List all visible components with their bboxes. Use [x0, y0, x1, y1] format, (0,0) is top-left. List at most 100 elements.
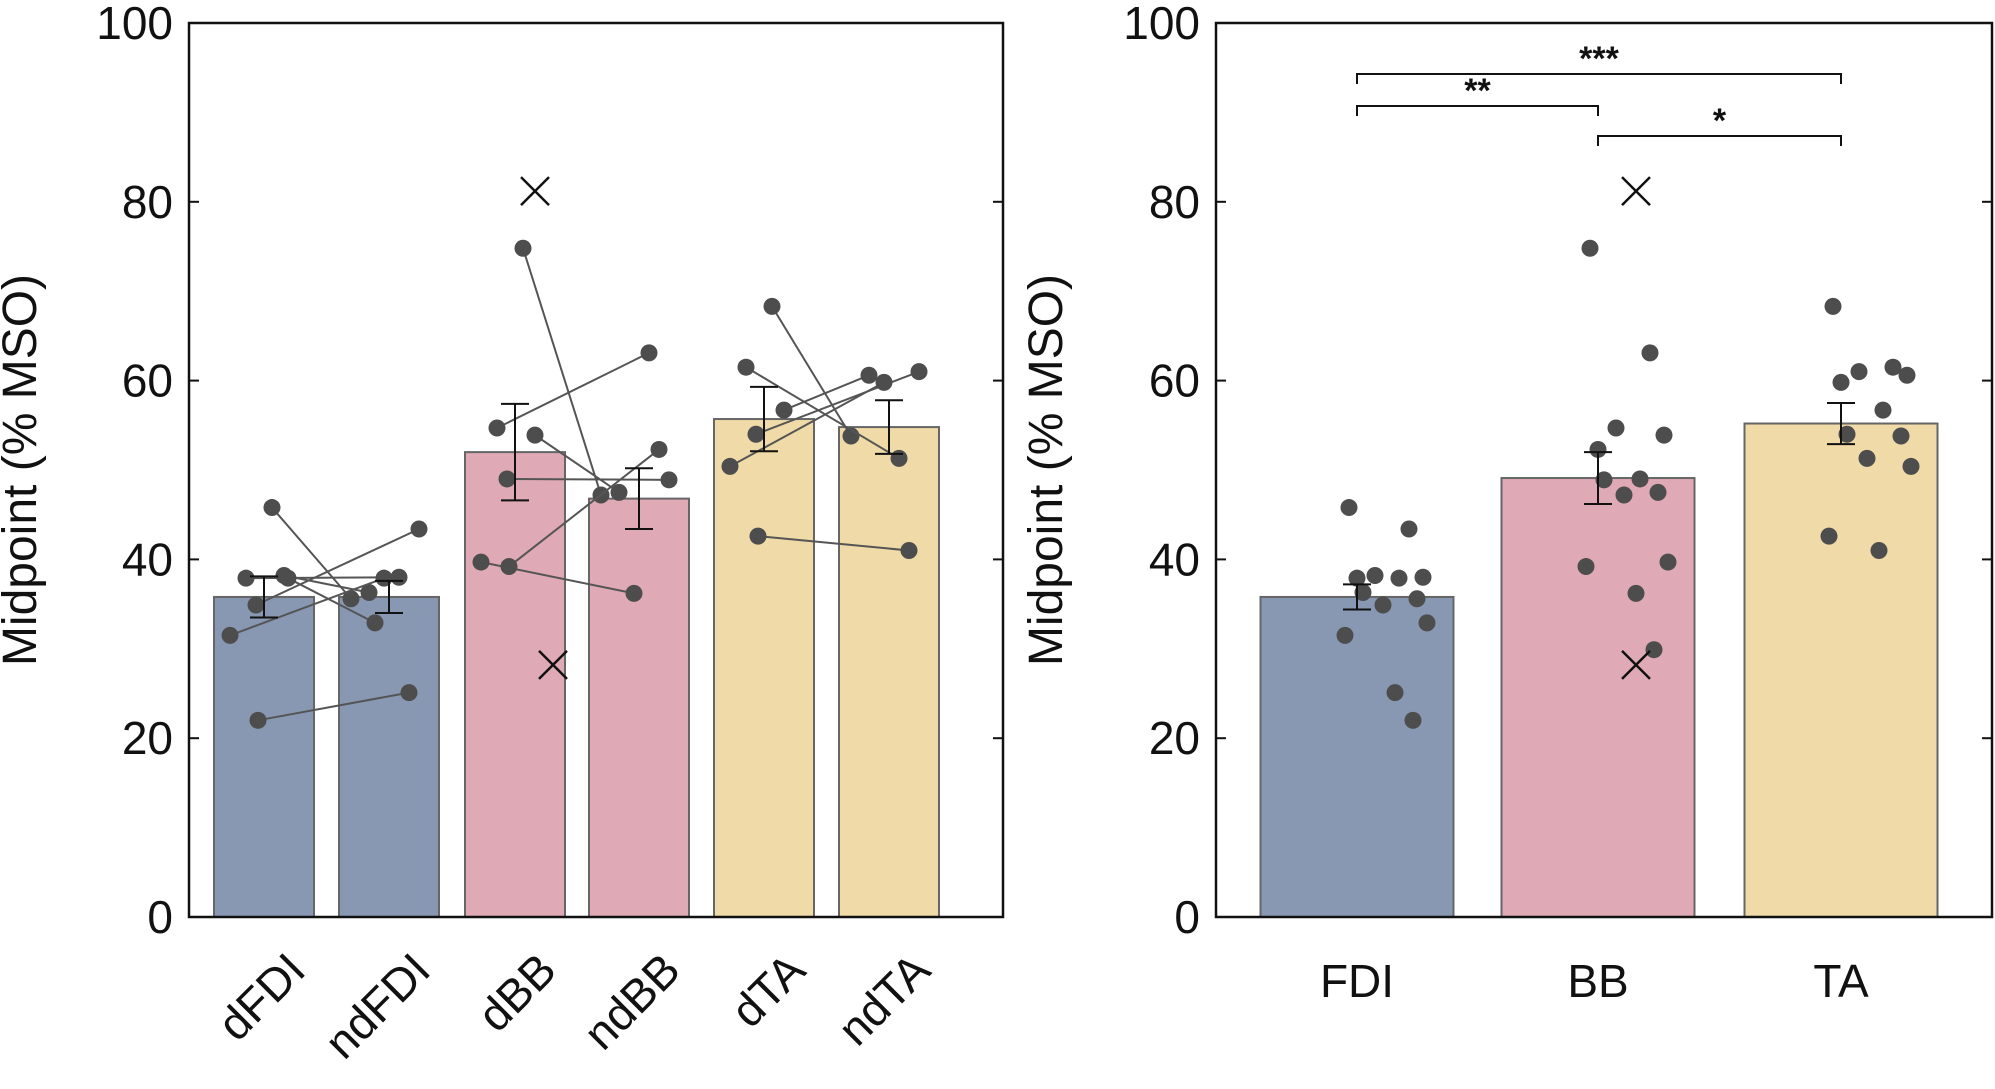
left-ytick-label: 100 — [96, 0, 173, 49]
error-bar-FDI — [1343, 583, 1371, 611]
x-label-dBB: dBB — [468, 943, 566, 1041]
left-ytick-label: 80 — [122, 176, 173, 228]
outlier-BB — [1621, 650, 1651, 680]
point-FDI — [1374, 596, 1392, 614]
significance-bracket: * — [1597, 102, 1842, 146]
bar-dTA — [713, 418, 815, 918]
x-label-ndBB: ndBB — [573, 943, 689, 1059]
outlier-dBB-stroke-b — [538, 650, 568, 680]
pair-line-dFDI — [257, 691, 410, 722]
error-bar-dBB — [501, 402, 529, 502]
point-TA — [1884, 358, 1902, 376]
left-panel-chart: 0 20 40 60 80 100 Midpoint (% MSO) dFDI ndFDI dBB… — [0, 0, 1005, 1068]
point-FDI — [1400, 520, 1418, 538]
pair-line-dTA — [757, 535, 910, 552]
point-ndTA — [910, 363, 928, 381]
right-axes-box — [1214, 21, 1994, 919]
error-bar-dTA — [750, 385, 778, 453]
bar-BB — [1500, 477, 1696, 918]
significance-label: *** — [1579, 40, 1619, 78]
bar-ndBB — [588, 497, 690, 918]
left-axes-box — [187, 21, 1005, 919]
point-FDI — [1390, 569, 1408, 587]
point-ndBB — [660, 471, 678, 489]
pair-line-dFDI — [245, 576, 400, 580]
outlier-dBB — [538, 650, 568, 680]
point-BB — [1627, 584, 1645, 602]
left-y-axis-title: Midpoint (% MSO) — [0, 274, 47, 666]
outlier-BB-stroke-b — [1621, 650, 1651, 680]
point-FDI — [1336, 626, 1354, 644]
point-dBB — [472, 553, 490, 571]
point-TA — [1898, 366, 1916, 384]
x-label-FDI: FDI — [1320, 955, 1394, 1007]
point-TA — [1874, 401, 1892, 419]
left-ytick-label: 0 — [147, 891, 173, 943]
error-bar-dFDI — [250, 575, 278, 619]
pair-line-dBB — [534, 434, 620, 494]
significance-label: * — [1713, 102, 1727, 140]
point-FDI — [1340, 499, 1358, 517]
point-dFDI — [247, 596, 265, 614]
error-bar-ndFDI — [375, 579, 403, 615]
point-dTA — [763, 297, 781, 315]
right-ytick-label: 100 — [1123, 0, 1200, 49]
error-bar-TA — [1827, 401, 1855, 446]
point-BB — [1659, 553, 1677, 571]
point-ndTA — [860, 366, 878, 384]
point-ndFDI — [342, 590, 360, 608]
significance-label: ** — [1464, 72, 1491, 110]
bar-TA — [1743, 422, 1939, 918]
point-dTA — [775, 401, 793, 419]
point-BB — [1615, 486, 1633, 504]
point-dBB — [488, 419, 506, 437]
point-dTA — [747, 425, 765, 443]
point-BB — [1649, 483, 1667, 501]
x-label-ndFDI: ndFDI — [314, 943, 439, 1068]
pair-line-dTA — [729, 381, 885, 468]
point-dFDI — [221, 626, 239, 644]
point-TA — [1892, 427, 1910, 445]
point-FDI — [1414, 568, 1432, 586]
x-label-BB: BB — [1567, 955, 1628, 1007]
pair-line-dBB — [496, 351, 650, 429]
significance-bracket: *** — [1356, 40, 1842, 84]
point-ndTA — [890, 449, 908, 467]
point-FDI — [1408, 590, 1426, 608]
point-TA — [1832, 373, 1850, 391]
point-BB — [1595, 471, 1613, 489]
bar-FDI — [1259, 595, 1455, 918]
error-bar-ndBB — [625, 467, 653, 531]
x-label-dFDI: dFDI — [208, 943, 315, 1050]
point-ndFDI — [400, 684, 418, 702]
point-ndFDI — [360, 583, 378, 601]
point-TA — [1870, 541, 1888, 559]
point-dTA — [737, 358, 755, 376]
pair-line-dFDI — [271, 506, 352, 600]
point-ndBB — [640, 344, 658, 362]
point-dFDI — [249, 711, 267, 729]
point-TA — [1902, 457, 1920, 475]
point-TA — [1824, 297, 1842, 315]
pair-line-dFDI — [255, 528, 420, 606]
pair-line-dTA — [745, 366, 900, 460]
pair-line-dTA — [783, 374, 870, 412]
point-BB — [1655, 426, 1673, 444]
left-ytick-label: 40 — [122, 533, 173, 585]
outlier-dBB — [520, 176, 550, 206]
significance-bracket-line — [1356, 105, 1599, 116]
significance-bracket: ** — [1356, 72, 1599, 116]
point-dFDI — [237, 569, 255, 587]
bar-ndFDI — [338, 595, 440, 918]
point-BB — [1589, 440, 1607, 458]
point-dTA — [721, 457, 739, 475]
point-dBB — [498, 470, 516, 488]
point-BB — [1631, 470, 1649, 488]
point-FDI — [1404, 711, 1422, 729]
point-FDI — [1348, 569, 1366, 587]
point-FDI — [1418, 614, 1436, 632]
right-ytick-label: 40 — [1149, 533, 1200, 585]
point-dBB — [526, 426, 544, 444]
point-dTA — [749, 527, 767, 545]
point-BB — [1581, 239, 1599, 257]
